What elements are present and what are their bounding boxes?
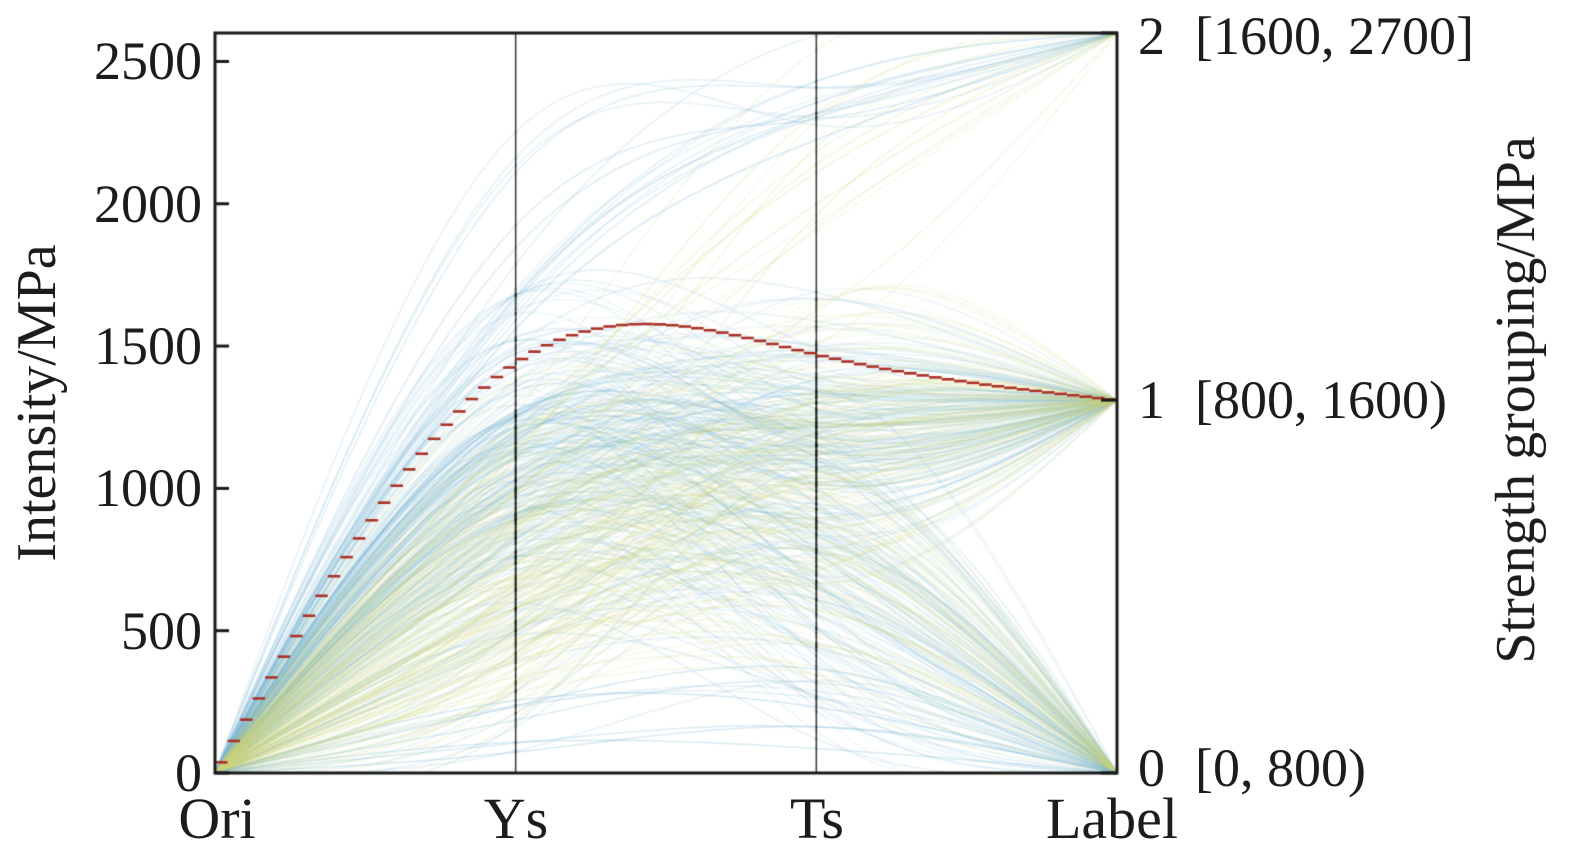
- y-tick-1500: 1500: [94, 316, 202, 376]
- y-tick-0: 0: [175, 743, 202, 803]
- y-tick-1000: 1000: [94, 458, 202, 518]
- right-group-1: 1 [800, 1600): [1138, 372, 1447, 428]
- x-label-ts: Ts: [790, 786, 844, 851]
- right-group-2: 2 [1600, 2700]: [1138, 8, 1474, 64]
- x-label-label: Label: [1045, 786, 1179, 851]
- right-group-0: 0 [0, 800): [1138, 740, 1366, 796]
- right-group-0-range: [0, 800): [1195, 738, 1366, 798]
- right-group-2-range: [1600, 2700]: [1195, 6, 1474, 66]
- y-axis-title: Intensity/MPa: [6, 244, 68, 562]
- y-tick-500: 500: [121, 601, 202, 661]
- right-group-2-value: 2: [1138, 6, 1165, 66]
- right-group-1-range: [800, 1600): [1195, 370, 1447, 430]
- x-label-ys: Ys: [483, 786, 549, 851]
- right-group-0-value: 0: [1138, 738, 1165, 798]
- right-axis-title: Strength grouping/MPa: [1485, 136, 1547, 664]
- right-group-1-value: 1: [1138, 370, 1165, 430]
- x-label-ori: Ori: [178, 786, 256, 851]
- y-tick-2000: 2000: [94, 174, 202, 234]
- y-tick-2500: 2500: [94, 31, 202, 91]
